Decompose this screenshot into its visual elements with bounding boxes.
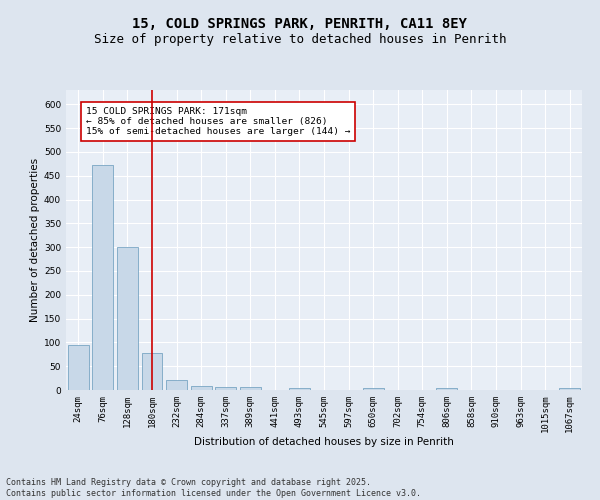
Bar — [362, 388, 383, 390]
Text: 15, COLD SPRINGS PARK, PENRITH, CA11 8EY: 15, COLD SPRINGS PARK, PENRITH, CA11 8EY — [133, 18, 467, 32]
Text: 15 COLD SPRINGS PARK: 171sqm
← 85% of detached houses are smaller (826)
15% of s: 15 COLD SPRINGS PARK: 171sqm ← 85% of de… — [86, 106, 350, 136]
Bar — [436, 388, 457, 390]
Bar — [240, 386, 261, 390]
Bar — [559, 388, 580, 390]
X-axis label: Distribution of detached houses by size in Penrith: Distribution of detached houses by size … — [194, 436, 454, 446]
Bar — [92, 165, 113, 390]
Bar — [166, 380, 187, 390]
Y-axis label: Number of detached properties: Number of detached properties — [30, 158, 40, 322]
Bar — [191, 386, 212, 390]
Bar — [68, 345, 89, 390]
Bar — [289, 388, 310, 390]
Text: Contains HM Land Registry data © Crown copyright and database right 2025.
Contai: Contains HM Land Registry data © Crown c… — [6, 478, 421, 498]
Bar — [215, 386, 236, 390]
Text: Size of property relative to detached houses in Penrith: Size of property relative to detached ho… — [94, 32, 506, 46]
Bar — [142, 353, 163, 390]
Bar — [117, 247, 138, 390]
